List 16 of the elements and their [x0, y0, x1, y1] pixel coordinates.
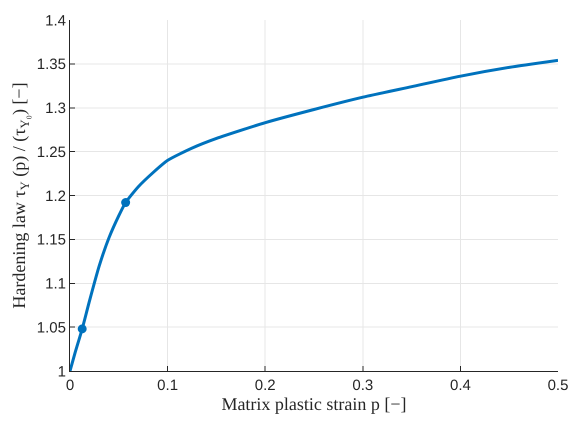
x-axis-title: Matrix plastic strain p [−]	[221, 394, 407, 414]
y-tick-label: 1.05	[36, 319, 66, 336]
y-tick-label: 1.4	[45, 12, 66, 30]
y-tick-label: 1.3	[45, 100, 66, 117]
x-tick-label: 0.2	[254, 377, 276, 394]
x-tick-label: 0	[66, 377, 74, 394]
y-tick-label: 1.25	[36, 144, 66, 161]
y-tick-label: 1.2	[45, 188, 66, 205]
x-tick-label: 0.5	[548, 377, 568, 394]
y-tick-label: 1.1	[45, 276, 66, 292]
y-tick-label: 1	[58, 363, 66, 380]
y-tick-label: 1.35	[36, 56, 66, 74]
x-tick-label: 0.4	[450, 377, 471, 394]
x-tick-label: 0.1	[157, 377, 178, 394]
x-tick-label: 0.3	[352, 377, 374, 394]
y-tick-label: 1.15	[36, 232, 66, 249]
